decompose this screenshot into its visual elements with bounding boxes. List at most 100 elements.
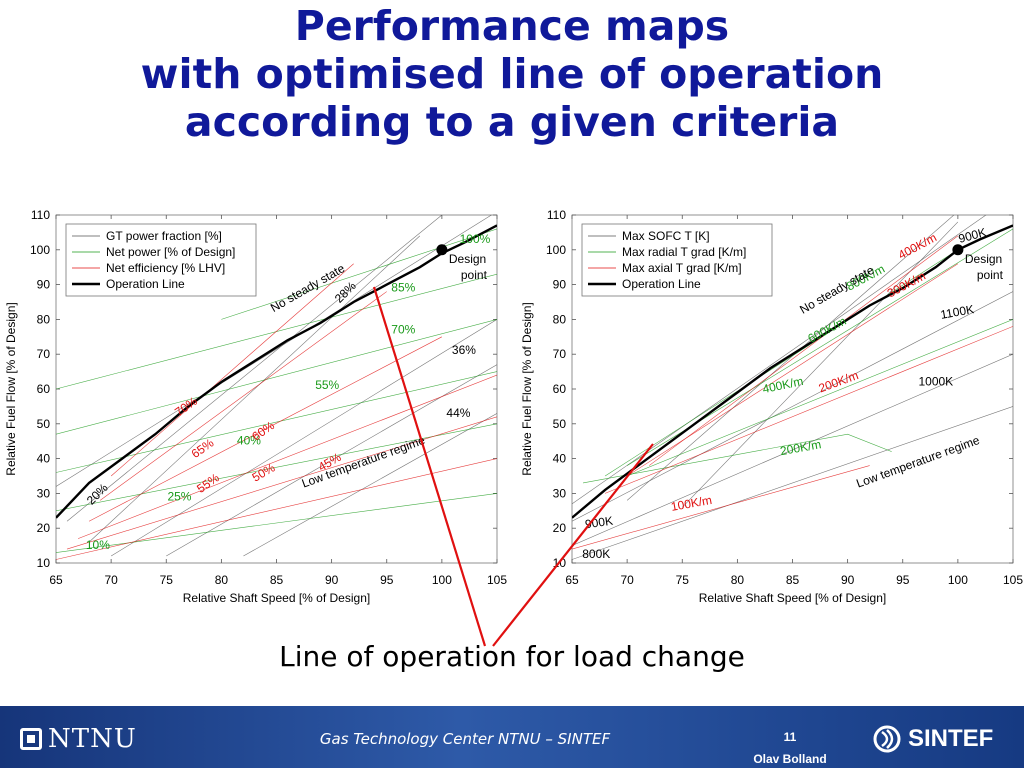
x-tick-label: 70 bbox=[104, 573, 118, 587]
contour-gt_power bbox=[56, 215, 492, 487]
footer-author: Olav Bolland bbox=[753, 752, 827, 766]
x-tick-label: 90 bbox=[325, 573, 339, 587]
contour-sofc_t bbox=[572, 353, 1013, 546]
y-tick-label: 110 bbox=[31, 208, 50, 222]
contour-net_power bbox=[56, 423, 497, 512]
y-tick-label: 20 bbox=[553, 521, 567, 535]
y-tick-label: 20 bbox=[37, 521, 51, 535]
contour-net_power bbox=[56, 371, 497, 473]
y-tick-label: 90 bbox=[553, 278, 567, 292]
y-tick-label: 110 bbox=[547, 208, 566, 222]
legend-label: Max SOFC T [K] bbox=[622, 229, 710, 243]
contour-axial bbox=[648, 235, 959, 466]
caption: Line of operation for load change bbox=[279, 640, 745, 673]
contour-lines bbox=[56, 215, 497, 560]
y-tick-label: 30 bbox=[37, 486, 51, 500]
ntnu-square-icon bbox=[20, 728, 42, 750]
ntnu-logo: NTNU bbox=[20, 724, 137, 754]
slide-title: Performance maps with optimised line of … bbox=[0, 2, 1024, 146]
x-tick-label: 80 bbox=[731, 573, 745, 587]
y-axis-label: Relative Fuel Flow [% of Design] bbox=[4, 302, 18, 475]
contour-radial bbox=[604, 249, 959, 477]
sintef-ring-icon bbox=[873, 725, 901, 753]
contour-efficiency bbox=[77, 374, 497, 539]
ntnu-wordmark: NTNU bbox=[48, 724, 137, 754]
contour-gt_power bbox=[88, 235, 421, 543]
contour-annotation: 85% bbox=[391, 281, 415, 295]
contour-efficiency bbox=[99, 291, 387, 501]
contour-annotation: 100% bbox=[460, 232, 491, 246]
design-point-label: Design bbox=[449, 252, 486, 266]
x-tick-label: 95 bbox=[380, 573, 394, 587]
legend-label: Operation Line bbox=[622, 277, 701, 291]
title-line-2: with optimised line of operation bbox=[140, 50, 884, 98]
title-line-1: Performance maps bbox=[294, 2, 730, 50]
contour-sofc_t bbox=[572, 291, 1013, 522]
y-tick-label: 100 bbox=[546, 243, 566, 257]
legend-label: Max axial T grad [K/m] bbox=[622, 261, 742, 275]
contour-annotation: 10% bbox=[86, 538, 110, 552]
contour-annotation: 55% bbox=[315, 378, 339, 392]
y-tick-label: 50 bbox=[37, 417, 51, 431]
page-number: 11 bbox=[783, 730, 797, 744]
legend-label: Net efficiency [% LHV] bbox=[106, 261, 225, 275]
y-tick-label: 40 bbox=[553, 452, 567, 466]
legend-label: Operation Line bbox=[106, 277, 185, 291]
y-tick-label: 80 bbox=[553, 312, 567, 326]
x-tick-label: 85 bbox=[270, 573, 284, 587]
x-tick-label: 75 bbox=[676, 573, 690, 587]
x-tick-label: 100 bbox=[432, 573, 452, 587]
contour-efficiency bbox=[56, 458, 497, 560]
legend-label: GT power fraction [%] bbox=[106, 229, 222, 243]
x-axis-label: Relative Shaft Speed [% of Design] bbox=[183, 591, 370, 605]
y-tick-label: 30 bbox=[553, 486, 567, 500]
y-tick-label: 60 bbox=[37, 382, 51, 396]
contour-sofc_t bbox=[682, 221, 959, 508]
sintef-logo: SINTEF bbox=[872, 724, 993, 754]
contour-radial bbox=[582, 433, 892, 484]
contour-sofc_t bbox=[572, 406, 1013, 560]
footer-bar: NTNU Gas Technology Center NTNU – SINTEF… bbox=[0, 706, 1024, 768]
contour-radial bbox=[627, 319, 1013, 477]
chart-1: 65 70 75 80 85 90 95 100 105 10 20 30 40 50 60 70 80 90 10… bbox=[4, 208, 507, 605]
contour-annotation: 1000K bbox=[918, 375, 953, 389]
design-point-marker bbox=[952, 244, 964, 256]
contour-annotation: 25% bbox=[167, 489, 191, 503]
contour-axial bbox=[604, 326, 1013, 494]
contour-gt_power bbox=[66, 215, 443, 522]
operation-line bbox=[56, 224, 497, 519]
legend-label: Max radial T grad [K/m] bbox=[622, 245, 746, 259]
contour-net_power bbox=[221, 228, 497, 320]
contour-gt_power bbox=[243, 413, 497, 557]
contour-efficiency bbox=[110, 263, 354, 477]
contour-annotation: 900K bbox=[957, 225, 988, 246]
y-tick-label: 90 bbox=[37, 278, 51, 292]
y-tick-label: 40 bbox=[37, 452, 51, 466]
callout-line-1 bbox=[372, 286, 487, 647]
y-tick-label: 100 bbox=[30, 243, 50, 257]
x-tick-label: 90 bbox=[841, 573, 855, 587]
x-tick-label: 95 bbox=[896, 573, 910, 587]
contour-net_power bbox=[56, 319, 497, 435]
x-tick-label: 75 bbox=[160, 573, 174, 587]
title-line-3: according to a given criteria bbox=[184, 98, 840, 146]
legend-label: Net power [% of Design] bbox=[106, 245, 235, 259]
x-tick-label: 65 bbox=[565, 573, 579, 587]
footer-center-text: Gas Technology Center NTNU – SINTEF bbox=[319, 730, 611, 748]
y-tick-label: 70 bbox=[37, 347, 51, 361]
x-tick-label: 85 bbox=[786, 573, 800, 587]
design-point-label: point bbox=[461, 268, 488, 282]
chart-2: 6570758085909510010510203040506070809010… bbox=[520, 208, 1023, 605]
contour-efficiency bbox=[66, 416, 497, 550]
contour-annotation: 44% bbox=[446, 406, 470, 420]
contour-annotation: 900K bbox=[584, 514, 614, 532]
x-tick-label: 65 bbox=[49, 573, 63, 587]
y-axis-label: Relative Fuel Flow [% of Design] bbox=[520, 302, 534, 475]
contour-annotation: 40% bbox=[237, 434, 261, 448]
contour-annotation: 36% bbox=[452, 343, 476, 357]
y-tick-label: 60 bbox=[553, 382, 567, 396]
y-tick-label: 70 bbox=[553, 347, 567, 361]
sintef-wordmark: SINTEF bbox=[908, 725, 994, 752]
contour-annotation: 800K bbox=[582, 547, 610, 561]
contour-gt_power bbox=[110, 319, 497, 557]
